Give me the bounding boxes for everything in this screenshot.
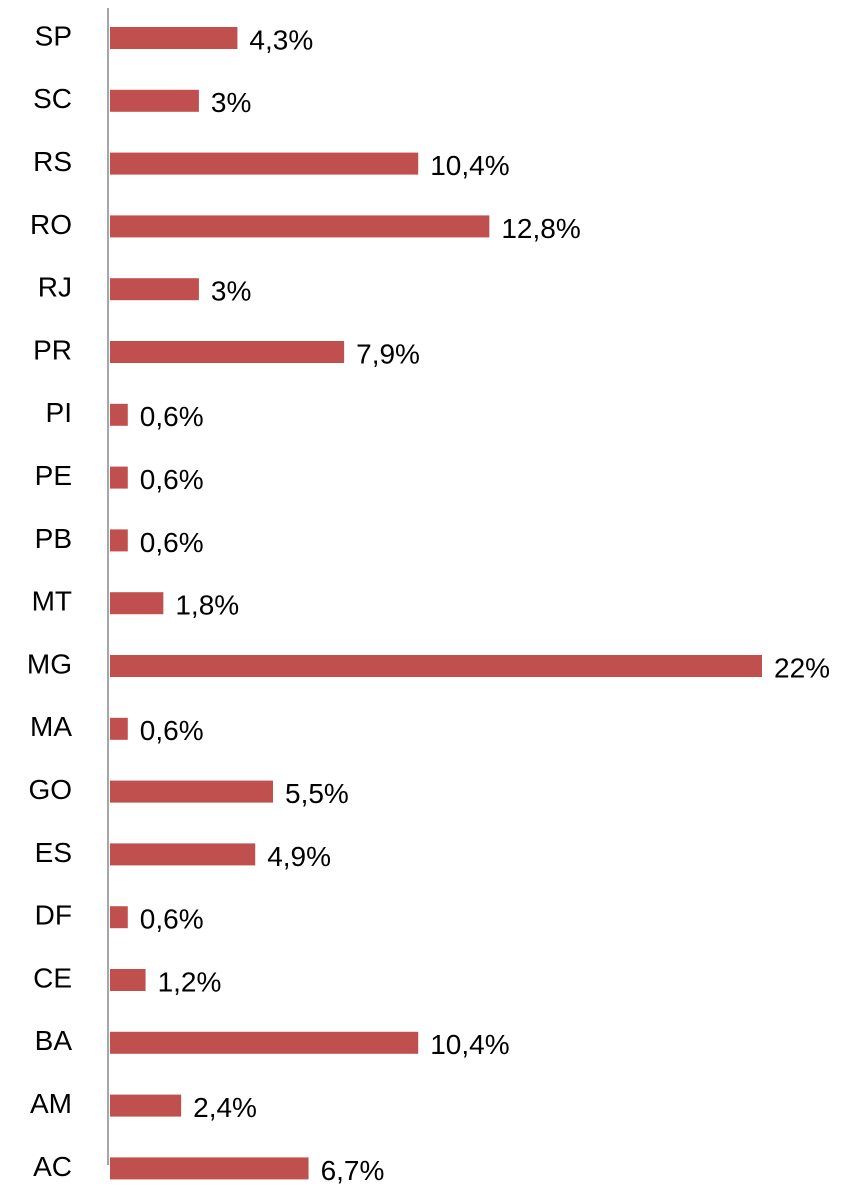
bar (110, 215, 490, 238)
value-label: 0,6% (140, 527, 204, 558)
bar (110, 341, 345, 363)
bar (110, 1031, 419, 1054)
category-label: PE (35, 460, 72, 491)
category-label: SP (35, 20, 72, 51)
category-label: AM (30, 1088, 72, 1119)
value-label: 5,5% (285, 778, 349, 809)
bar (110, 843, 256, 866)
category-label: RJ (38, 272, 72, 303)
category-label: BA (35, 1025, 73, 1056)
category-label: SC (33, 83, 72, 114)
bar (110, 466, 128, 489)
category-label: MG (27, 648, 72, 679)
bar (110, 655, 762, 677)
category-label: GO (28, 774, 72, 805)
category-label: RO (30, 209, 72, 240)
category-label: CE (33, 962, 72, 993)
bar (110, 529, 128, 552)
value-label: 1,2% (158, 966, 222, 997)
value-label: 0,6% (140, 401, 204, 432)
bar (110, 906, 128, 929)
bar (110, 89, 199, 112)
bar (110, 278, 199, 301)
bar (110, 717, 128, 740)
value-label: 0,6% (140, 715, 204, 746)
value-label: 10,4% (430, 150, 509, 181)
value-label: 12,8% (501, 213, 580, 244)
value-label: 0,6% (140, 904, 204, 935)
value-label: 4,9% (267, 841, 331, 872)
bar (110, 592, 164, 615)
category-label: MA (30, 711, 72, 742)
value-label: 10,4% (430, 1029, 509, 1060)
bar (110, 152, 419, 175)
value-label: 2,4% (193, 1092, 257, 1123)
bar (110, 969, 146, 991)
value-label: 7,9% (356, 338, 420, 369)
bar (110, 403, 128, 426)
category-label: PB (35, 523, 72, 554)
category-label: PI (46, 397, 72, 428)
category-label: AC (33, 1151, 72, 1182)
value-label: 3% (211, 276, 251, 307)
bar (110, 27, 238, 49)
category-label: DF (35, 900, 72, 931)
bar (110, 780, 273, 803)
bar (110, 1157, 309, 1180)
bar (110, 1094, 182, 1117)
category-label: ES (35, 837, 72, 868)
value-label: 4,3% (249, 24, 313, 55)
category-label: PR (33, 334, 72, 365)
value-label: 0,6% (140, 464, 204, 495)
value-label: 3% (211, 87, 251, 118)
value-label: 1,8% (175, 590, 239, 621)
value-label: 6,7% (321, 1155, 385, 1186)
category-label: MT (32, 586, 72, 617)
category-label: RS (33, 146, 72, 177)
value-label: 22% (774, 652, 830, 683)
